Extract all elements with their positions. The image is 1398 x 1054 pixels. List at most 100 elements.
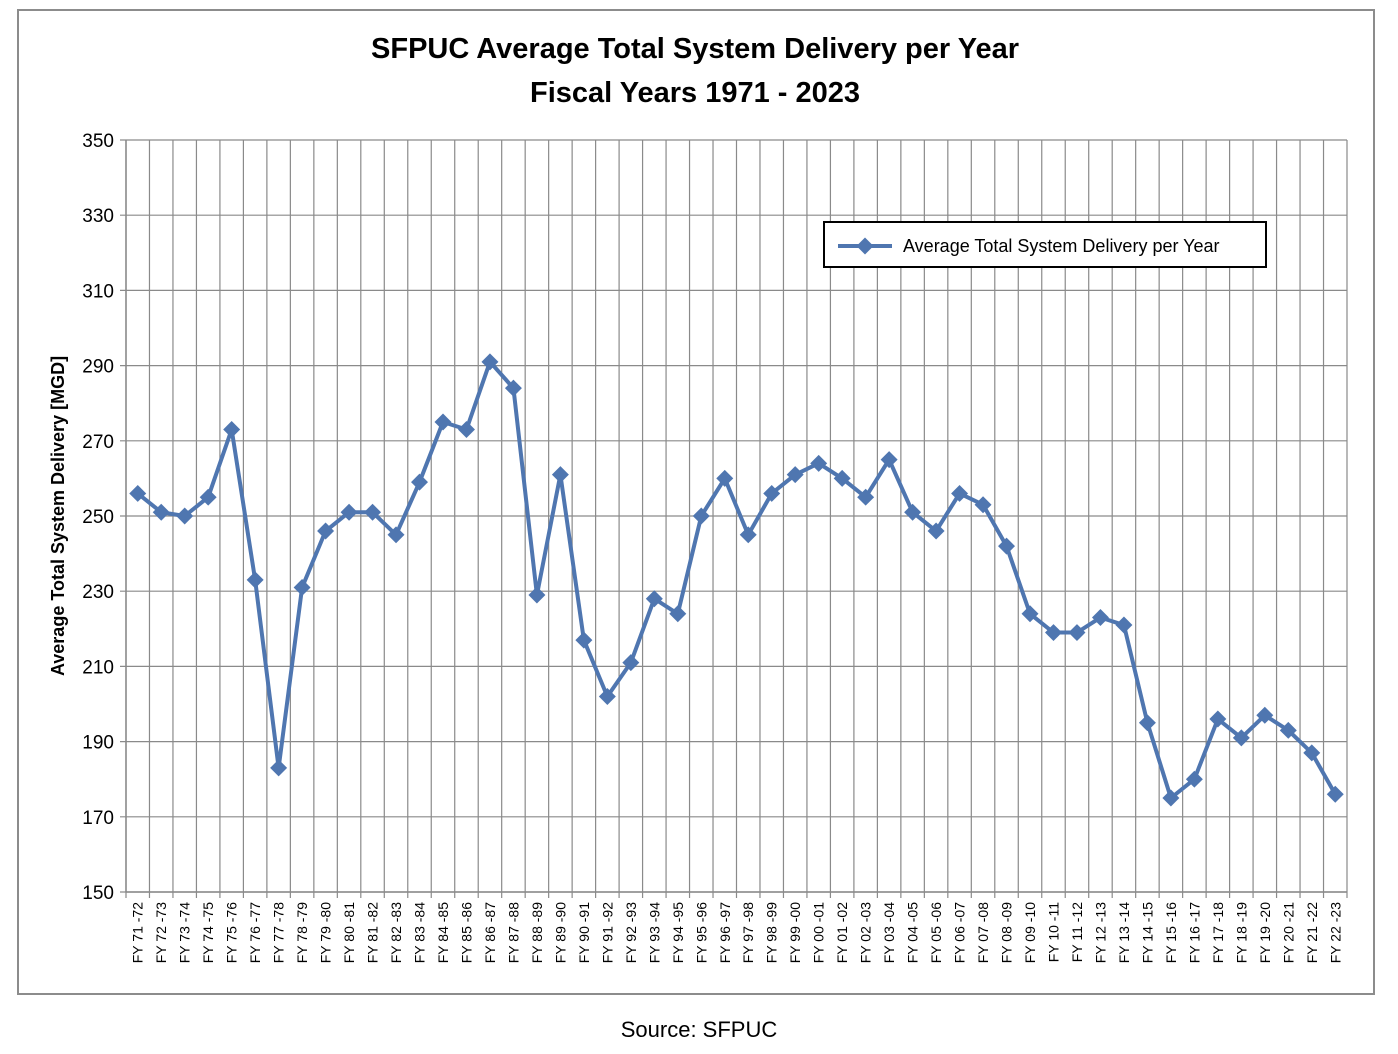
x-tick-label: FY 13 -14 bbox=[1116, 902, 1132, 963]
data-point bbox=[411, 473, 428, 491]
y-tick-label: 170 bbox=[82, 808, 114, 829]
x-tick-label: FY 94 -95 bbox=[670, 902, 686, 963]
data-point bbox=[622, 654, 640, 672]
x-tick-label: FY 21 -22 bbox=[1304, 902, 1320, 963]
data-point bbox=[223, 421, 241, 439]
x-tick-label: FY 02 -03 bbox=[858, 902, 874, 963]
x-tick-label: FY 87 -88 bbox=[505, 902, 521, 963]
y-tick-label: 290 bbox=[82, 357, 114, 378]
series-line-group bbox=[129, 353, 1344, 807]
data-point bbox=[364, 503, 382, 521]
x-tick-label: FY 15 -16 bbox=[1163, 902, 1179, 963]
legend-series-label: Average Total System Delivery per Year bbox=[903, 236, 1220, 256]
data-point bbox=[833, 469, 851, 487]
x-tick-label: FY 00 -01 bbox=[811, 902, 827, 963]
y-tick-label: 250 bbox=[82, 507, 114, 528]
x-tick-label: FY 97 -98 bbox=[740, 902, 756, 963]
data-point bbox=[716, 469, 734, 487]
data-point bbox=[927, 522, 945, 540]
x-tick-label: FY 89 -90 bbox=[552, 902, 568, 963]
data-point bbox=[974, 496, 992, 514]
data-point bbox=[152, 503, 170, 521]
data-point bbox=[810, 454, 828, 472]
data-point bbox=[645, 590, 663, 608]
data-point bbox=[504, 379, 522, 397]
y-tick-label: 150 bbox=[82, 883, 114, 904]
legend: Average Total System Delivery per Year bbox=[823, 221, 1267, 268]
axes bbox=[125, 140, 1347, 893]
x-tick-label: FY 01 -02 bbox=[834, 902, 850, 963]
data-point bbox=[387, 526, 405, 544]
data-point bbox=[1185, 770, 1203, 788]
x-tick-label: FY 77 -78 bbox=[271, 902, 287, 963]
y-tick-label: 330 bbox=[82, 206, 114, 227]
data-point bbox=[1303, 744, 1321, 762]
data-point bbox=[1115, 616, 1133, 634]
data-point bbox=[199, 488, 217, 506]
data-point bbox=[246, 571, 264, 589]
x-tick-label: FY 73 -74 bbox=[177, 902, 193, 963]
data-point bbox=[598, 687, 616, 705]
x-tick-label: FY 17 -18 bbox=[1210, 902, 1226, 963]
x-tick-label: FY 09 -10 bbox=[1022, 902, 1038, 963]
x-tick-label: FY 08 -09 bbox=[999, 902, 1015, 963]
data-point bbox=[669, 605, 687, 623]
data-point bbox=[481, 353, 499, 371]
data-point bbox=[1256, 706, 1274, 724]
x-tick-label: FY 92 -93 bbox=[623, 902, 639, 963]
data-point bbox=[1068, 624, 1086, 642]
data-point bbox=[528, 586, 546, 604]
y-axis-label: Average Total System Delivery [MGD] bbox=[48, 356, 68, 676]
data-point bbox=[951, 484, 969, 502]
data-point bbox=[692, 507, 710, 525]
data-point bbox=[575, 631, 593, 649]
x-tick-label: FY 06 -07 bbox=[952, 902, 968, 963]
y-tick-label: 230 bbox=[82, 582, 114, 603]
x-tick-label: FY 72 -73 bbox=[153, 902, 169, 963]
x-tick-label: FY 95 -96 bbox=[693, 902, 709, 963]
x-tick-label: FY 90 -91 bbox=[576, 902, 592, 963]
data-point bbox=[434, 413, 452, 431]
data-point bbox=[1138, 714, 1156, 732]
data-point bbox=[1162, 789, 1180, 807]
y-tick-label: 350 bbox=[82, 131, 114, 152]
x-tick-label: FY 79 -80 bbox=[318, 902, 334, 963]
x-tick-label: FY 96 -97 bbox=[717, 902, 733, 963]
x-tick-label: FY 20 -21 bbox=[1280, 902, 1296, 963]
x-tick-label: FY 16 -17 bbox=[1186, 902, 1202, 963]
y-tick-labels: 150 170 190 210 230 250 270 290 310 330 350 bbox=[82, 131, 114, 904]
data-point bbox=[293, 578, 311, 596]
x-tick-label: FY 18 -19 bbox=[1233, 902, 1249, 963]
x-tick-label: FY 99 -00 bbox=[787, 902, 803, 963]
legend-box bbox=[823, 221, 1267, 268]
x-tick-label: FY 04 -05 bbox=[905, 902, 921, 963]
x-tick-label: FY 80 -81 bbox=[341, 902, 357, 963]
x-tick-label: FY 86 -87 bbox=[482, 902, 498, 963]
x-tick-label: FY 93 -94 bbox=[646, 902, 662, 963]
x-tick-label: FY 05 -06 bbox=[928, 902, 944, 963]
x-tick-label: FY 81 -82 bbox=[365, 902, 381, 963]
x-tick-label: FY 91 -92 bbox=[599, 902, 615, 963]
data-point bbox=[317, 522, 335, 540]
data-point bbox=[1232, 729, 1250, 747]
x-tick-labels: FY 71 -72 FY 72 -73 FY 73 -74 FY 74 -75 FY 7… bbox=[130, 902, 1344, 963]
data-point bbox=[739, 526, 757, 544]
x-tick-label: FY 98 -99 bbox=[764, 902, 780, 963]
x-tick-label: FY 84 -85 bbox=[435, 902, 451, 963]
y-tick-label: 310 bbox=[82, 281, 114, 302]
data-point bbox=[998, 537, 1016, 555]
data-point bbox=[270, 759, 288, 777]
data-point bbox=[1279, 721, 1297, 739]
data-point bbox=[1021, 605, 1039, 623]
x-tick-label: FY 19 -20 bbox=[1257, 902, 1273, 963]
y-tick-label: 190 bbox=[82, 733, 114, 754]
x-tick-label: FY 82 -83 bbox=[388, 902, 404, 963]
series-line bbox=[136, 359, 1337, 800]
x-tick-label: FY 74 -75 bbox=[200, 902, 216, 963]
chart-title-line-2: Fiscal Years 1971 - 2023 bbox=[530, 77, 860, 109]
x-tick-label: FY 10 -11 bbox=[1045, 902, 1061, 962]
x-tick-label: FY 71 -72 bbox=[130, 902, 146, 963]
data-point bbox=[904, 503, 922, 521]
x-tick-label: FY 85 -86 bbox=[458, 902, 474, 963]
